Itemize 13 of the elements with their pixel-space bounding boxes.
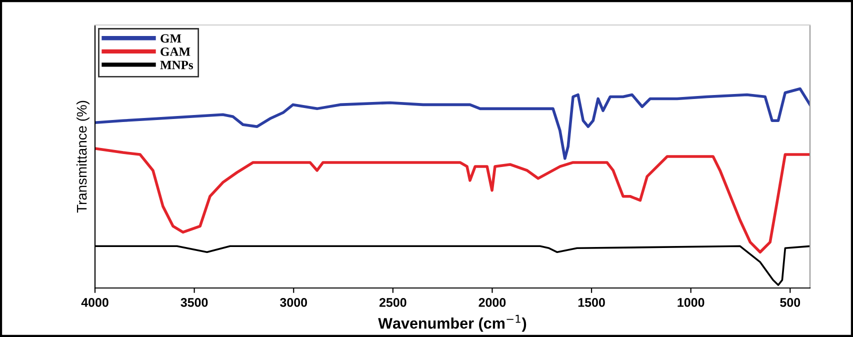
x-tick-label: 3500 — [180, 298, 208, 307]
y-axis-title: Transmittance (%) — [76, 100, 90, 213]
x-tick-label: 4000 — [81, 298, 108, 307]
x-tick-label: 1500 — [578, 298, 605, 307]
legend-label: GAM — [160, 48, 190, 56]
x-tick-label: 2500 — [379, 298, 406, 307]
x-tick-label: 1000 — [678, 298, 704, 307]
legend-label: GM — [160, 34, 182, 43]
x-axis-title: Wavenumber (cm$^{−1}$) — [378, 314, 526, 332]
x-tick-label: 500 — [780, 298, 800, 307]
x-tick-label: 3000 — [280, 298, 308, 307]
legend-label: MNPs — [160, 60, 194, 70]
x-tick-label: 2000 — [478, 298, 506, 307]
